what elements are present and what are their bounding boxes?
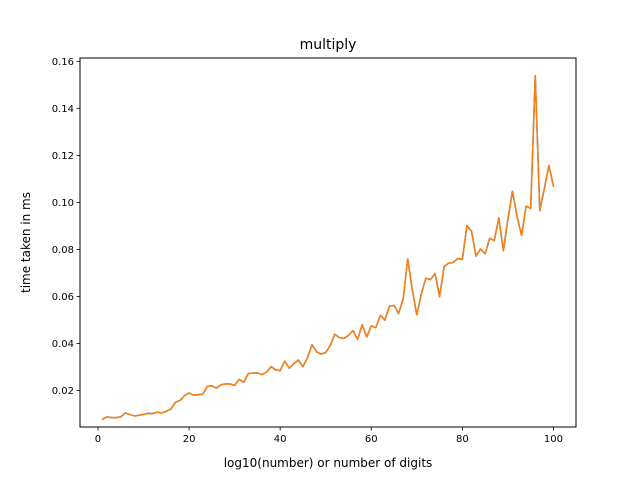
- x-tick-label: 60: [365, 434, 378, 445]
- x-tick-label: 20: [183, 434, 196, 445]
- x-tick-label: 100: [544, 434, 563, 445]
- y-tick-label: 0.06: [52, 292, 74, 303]
- y-tick-label: 0.12: [52, 151, 74, 162]
- x-tick-label: 0: [95, 434, 101, 445]
- y-axis-label: time taken in ms: [19, 192, 33, 293]
- y-tick-label: 0.16: [52, 57, 74, 68]
- x-tick-label: 80: [456, 434, 469, 445]
- x-axis-ticks: 0 20 40 60 80 100: [95, 427, 563, 445]
- x-tick-label: 40: [274, 434, 287, 445]
- series-layer: [101, 74, 555, 421]
- y-tick-label: 0.02: [52, 386, 74, 397]
- y-tick-label: 0.14: [52, 104, 74, 115]
- x-axis-label: log10(number) or number of digits: [224, 456, 433, 470]
- chart-title: multiply: [300, 37, 357, 53]
- y-tick-label: 0.04: [52, 339, 74, 350]
- y-tick-label: 0.10: [52, 198, 74, 209]
- y-axis-ticks: 0.02 0.04 0.06 0.08 0.10 0.12 0.14 0.16: [52, 57, 80, 397]
- plot-frame: [79, 57, 577, 428]
- y-tick-label: 0.08: [52, 245, 74, 256]
- series-line-2: [101, 74, 555, 421]
